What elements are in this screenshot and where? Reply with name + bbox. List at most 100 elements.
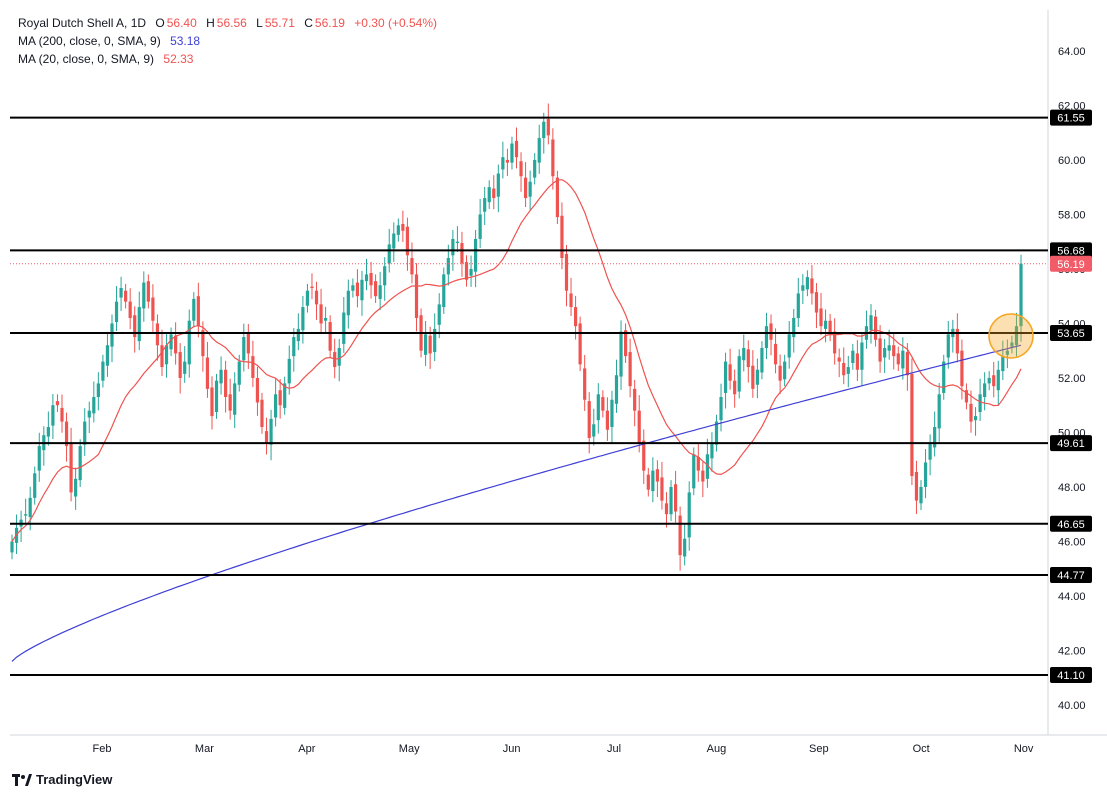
candle-body[interactable] xyxy=(124,290,128,302)
candle-body[interactable] xyxy=(255,377,260,403)
candle-body[interactable] xyxy=(505,159,510,163)
candle-body[interactable] xyxy=(28,497,32,517)
candle-body[interactable] xyxy=(623,330,628,357)
candle-body[interactable] xyxy=(374,281,378,297)
candle-body[interactable] xyxy=(883,347,887,358)
candle-body[interactable] xyxy=(678,515,682,556)
candle-body[interactable] xyxy=(383,266,387,286)
candle-body[interactable] xyxy=(146,281,150,302)
candle-body[interactable] xyxy=(496,173,500,197)
candle-body[interactable] xyxy=(969,403,973,422)
candle-body[interactable] xyxy=(110,323,114,347)
candle-body[interactable] xyxy=(651,470,655,492)
candle-body[interactable] xyxy=(414,274,419,318)
candle-body[interactable] xyxy=(973,416,978,421)
candle-body[interactable] xyxy=(523,177,528,199)
candle-body[interactable] xyxy=(392,233,396,249)
ma20-row[interactable]: MA (20, close, 0, SMA, 9) 52.33 xyxy=(18,50,437,68)
candle-body[interactable] xyxy=(237,361,241,385)
candle-body[interactable] xyxy=(846,367,850,374)
candle-body[interactable] xyxy=(360,279,364,301)
candle-body[interactable] xyxy=(528,181,532,197)
candle-body[interactable] xyxy=(101,361,105,381)
candle-body[interactable] xyxy=(710,443,714,459)
candle-body[interactable] xyxy=(155,323,160,346)
candle-body[interactable] xyxy=(278,390,282,406)
candle-body[interactable] xyxy=(546,119,550,136)
candle-body[interactable] xyxy=(314,290,319,305)
candle-body[interactable] xyxy=(451,238,455,256)
ma200-row[interactable]: MA (200, close, 0, SMA, 9) 53.18 xyxy=(18,32,437,50)
candle-body[interactable] xyxy=(478,214,482,239)
candle-body[interactable] xyxy=(537,138,541,163)
candle-body[interactable] xyxy=(551,139,555,177)
candle-body[interactable] xyxy=(128,301,132,318)
candle-body[interactable] xyxy=(342,312,346,344)
candle-body[interactable] xyxy=(37,446,41,471)
candle-body[interactable] xyxy=(133,315,137,338)
candle-body[interactable] xyxy=(819,308,823,327)
candle-body[interactable] xyxy=(96,383,100,398)
candle-body[interactable] xyxy=(978,394,982,413)
candle-body[interactable] xyxy=(733,380,737,395)
candle-body[interactable] xyxy=(242,337,246,361)
candle-body[interactable] xyxy=(228,394,232,411)
candle-body[interactable] xyxy=(792,317,796,338)
candle-body[interactable] xyxy=(283,383,287,408)
candle-body[interactable] xyxy=(692,454,696,489)
candle-body[interactable] xyxy=(310,286,314,289)
candle-body[interactable] xyxy=(573,307,578,327)
candle-body[interactable] xyxy=(742,347,746,361)
candle-body[interactable] xyxy=(628,352,632,387)
candle-body[interactable] xyxy=(714,421,719,445)
candle-body[interactable] xyxy=(578,323,582,365)
candle-body[interactable] xyxy=(592,424,596,437)
candle-body[interactable] xyxy=(833,331,837,354)
candle-body[interactable] xyxy=(542,121,546,139)
candle-body[interactable] xyxy=(251,356,255,378)
candle-body[interactable] xyxy=(296,328,300,342)
candle-body[interactable] xyxy=(569,293,573,308)
candle-body[interactable] xyxy=(114,301,119,323)
candle-body[interactable] xyxy=(701,470,705,482)
candle-body[interactable] xyxy=(60,407,64,422)
candle-body[interactable] xyxy=(78,446,82,481)
candle-body[interactable] xyxy=(596,394,600,421)
candle-body[interactable] xyxy=(737,356,741,392)
candle-body[interactable] xyxy=(269,418,273,445)
candle-body[interactable] xyxy=(64,421,69,447)
candle-body[interactable] xyxy=(492,188,496,199)
candle-body[interactable] xyxy=(192,298,196,321)
candle-body[interactable] xyxy=(814,292,819,313)
candle-body[interactable] xyxy=(769,323,773,340)
candle-body[interactable] xyxy=(119,288,123,298)
candle-body[interactable] xyxy=(892,345,896,357)
candle-body[interactable] xyxy=(873,316,878,340)
candle-body[interactable] xyxy=(33,473,37,498)
candle-body[interactable] xyxy=(55,401,60,406)
candle-body[interactable] xyxy=(964,390,969,403)
candle-body[interactable] xyxy=(783,361,787,380)
candle-body[interactable] xyxy=(601,397,605,411)
candle-body[interactable] xyxy=(887,345,891,351)
candle-body[interactable] xyxy=(519,161,523,177)
candle-body[interactable] xyxy=(860,342,864,370)
candle-body[interactable] xyxy=(410,258,414,275)
candle-body[interactable] xyxy=(364,274,369,282)
candle-body[interactable] xyxy=(851,350,855,363)
candle-body[interactable] xyxy=(664,503,669,515)
candle-body[interactable] xyxy=(842,362,846,376)
candle-body[interactable] xyxy=(483,198,487,212)
candle-body[interactable] xyxy=(137,307,141,342)
candle-body[interactable] xyxy=(1014,326,1019,346)
candle-body[interactable] xyxy=(533,159,537,178)
candle-body[interactable] xyxy=(901,350,905,369)
candle-body[interactable] xyxy=(219,369,223,384)
candle-body[interactable] xyxy=(446,258,450,275)
candle-body[interactable] xyxy=(560,215,564,259)
candle-body[interactable] xyxy=(464,262,469,280)
candle-body[interactable] xyxy=(469,268,473,276)
candle-body[interactable] xyxy=(655,469,659,482)
candle-body[interactable] xyxy=(351,285,355,291)
